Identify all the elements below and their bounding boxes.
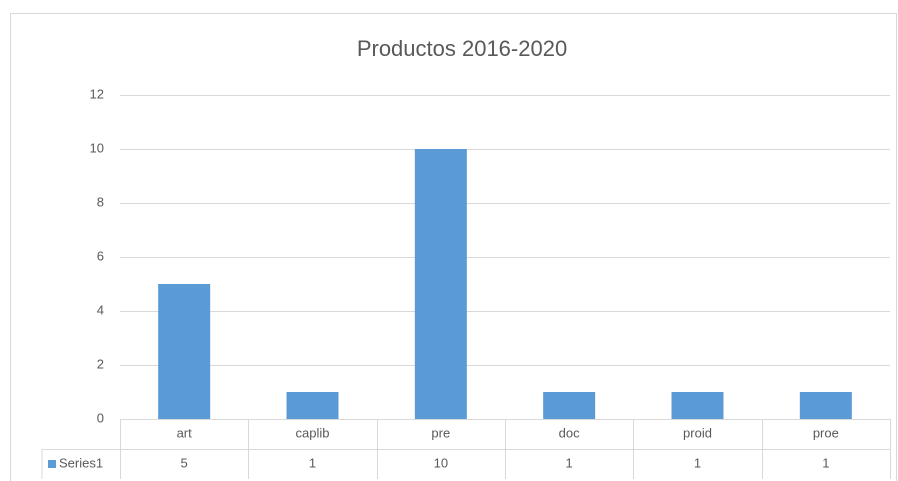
legend-key	[48, 460, 56, 468]
chart-border	[10, 13, 897, 481]
y-tick-label: 6	[97, 248, 104, 263]
y-tick-label: 10	[90, 140, 104, 155]
table-value: 1	[309, 455, 316, 470]
x-tick-label: art	[177, 425, 193, 440]
bar	[799, 392, 852, 419]
table-value: 1	[566, 455, 573, 470]
table-value: 1	[694, 455, 701, 470]
legend-label: Series1	[59, 455, 103, 470]
bar	[414, 149, 467, 419]
y-tick-label: 2	[97, 356, 104, 371]
bar	[543, 392, 596, 419]
x-tick-label: pre	[431, 425, 450, 440]
table-value: 10	[434, 455, 448, 470]
bar	[286, 392, 339, 419]
table-value: 5	[181, 455, 188, 470]
x-tick-label: proe	[813, 425, 839, 440]
table-value: 1	[822, 455, 829, 470]
x-tick-label: proid	[683, 425, 712, 440]
y-tick-label: 0	[97, 410, 104, 425]
chart-title: Productos 2016-2020	[357, 36, 567, 61]
bar	[158, 284, 211, 419]
y-tick-label: 4	[97, 302, 104, 317]
y-tick-label: 12	[90, 86, 104, 101]
x-tick-label: caplib	[296, 425, 330, 440]
y-tick-label: 8	[97, 194, 104, 209]
x-tick-label: doc	[559, 425, 580, 440]
bar	[671, 392, 724, 419]
